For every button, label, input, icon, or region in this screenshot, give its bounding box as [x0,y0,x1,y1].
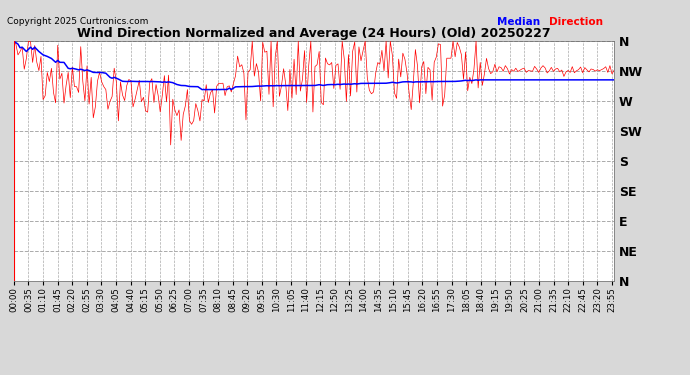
Title: Wind Direction Normalized and Average (24 Hours) (Old) 20250227: Wind Direction Normalized and Average (2… [77,27,551,40]
Text: Direction: Direction [549,17,602,27]
Text: Copyright 2025 Curtronics.com: Copyright 2025 Curtronics.com [7,17,148,26]
Text: Median: Median [497,17,540,27]
